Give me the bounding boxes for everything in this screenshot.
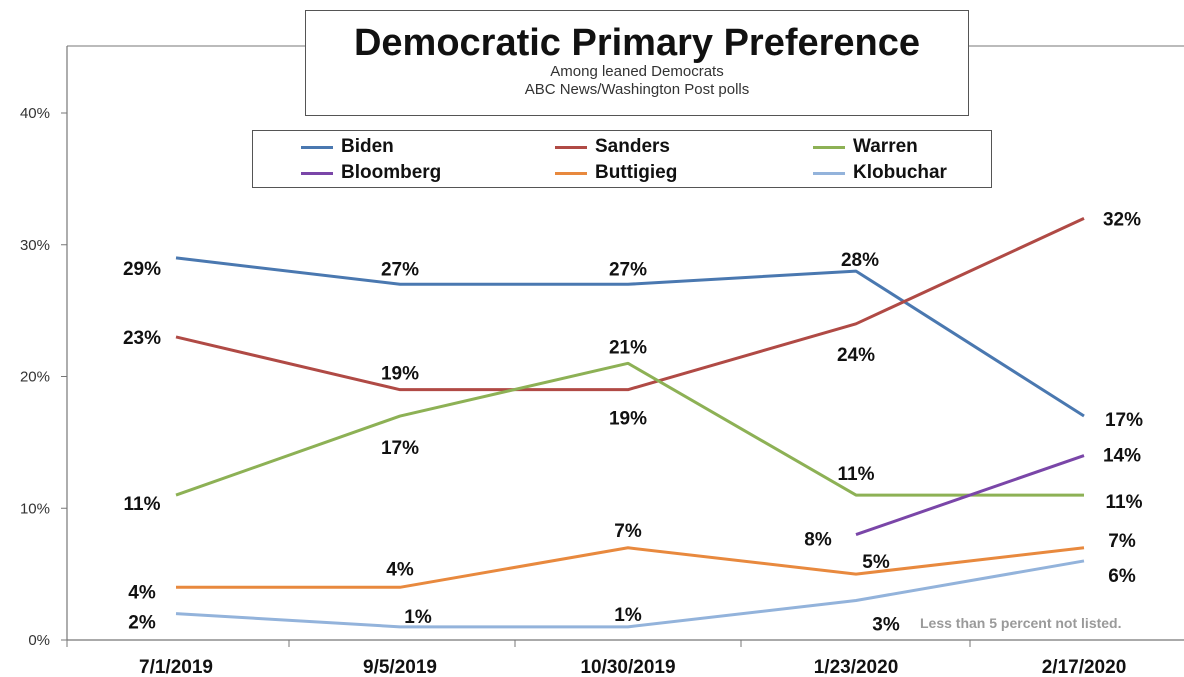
data-label-warren: 11% (124, 494, 161, 515)
x-tick-label: 10/30/2019 (580, 657, 675, 677)
y-tick-label: 40% (20, 105, 50, 122)
x-tick-label: 1/23/2020 (814, 657, 899, 677)
data-label-bloomberg: 14% (1103, 446, 1141, 467)
data-label-sanders: 24% (837, 345, 875, 366)
data-label-biden: 27% (381, 259, 419, 280)
legend-item-bloomberg: Bloomberg (301, 160, 441, 186)
data-label-klobuchar: 6% (1108, 566, 1136, 587)
data-label-buttigieg: 7% (614, 521, 642, 542)
y-tick-label: 0% (28, 632, 50, 649)
legend-swatch-buttigieg (555, 171, 587, 175)
legend-label-biden: Biden (341, 136, 394, 157)
chart-subtitle-line-2: ABC News/Washington Post polls (524, 81, 750, 98)
legend-item-buttigieg: Buttigieg (555, 160, 677, 186)
legend-item-klobuchar: Klobuchar (813, 160, 947, 186)
legend-label-klobuchar: Klobuchar (853, 162, 947, 183)
legend: Biden Sanders Warren Bloomberg Buttigieg… (252, 130, 992, 188)
data-label-klobuchar: 1% (614, 605, 642, 626)
data-label-biden: 29% (123, 259, 161, 280)
legend-swatch-warren (813, 145, 845, 149)
legend-item-sanders: Sanders (555, 134, 670, 160)
legend-label-sanders: Sanders (595, 136, 670, 157)
x-tick-label: 2/17/2020 (1042, 657, 1127, 677)
data-label-klobuchar: 2% (128, 613, 156, 634)
series-line-sanders (175, 217, 1085, 392)
legend-item-warren: Warren (813, 134, 918, 160)
data-label-buttigieg: 4% (386, 559, 414, 580)
x-tick-label: 9/5/2019 (363, 657, 437, 677)
data-label-sanders: 32% (1103, 209, 1141, 230)
legend-swatch-klobuchar (813, 171, 845, 175)
data-label-buttigieg: 4% (128, 582, 156, 603)
legend-swatch-biden (301, 145, 333, 149)
data-label-sanders: 19% (609, 409, 647, 430)
data-label-biden: 17% (1105, 410, 1143, 431)
legend-swatch-bloomberg (301, 171, 333, 175)
series-line-klobuchar (175, 559, 1085, 629)
y-tick-label: 10% (20, 500, 50, 517)
data-label-biden: 27% (609, 259, 647, 280)
legend-label-bloomberg: Bloomberg (341, 162, 442, 183)
series-line-buttigieg (176, 546, 1085, 589)
legend-label-buttigieg: Buttigieg (595, 162, 678, 183)
chart-subtitle-line-1: Among leaned Democrats (550, 63, 724, 80)
chart-title: Democratic Primary Preference (353, 22, 921, 64)
legend-swatch-sanders (555, 145, 587, 149)
y-tick-label: 30% (20, 237, 50, 254)
legend-item-biden: Biden (301, 134, 394, 160)
data-label-warren: 17% (381, 438, 419, 459)
footnote: Less than 5 percent not listed. (920, 615, 1122, 631)
data-label-biden: 28% (841, 250, 879, 271)
data-label-warren: 11% (1106, 492, 1143, 513)
y-tick-label: 20% (20, 369, 50, 386)
data-label-warren: 21% (609, 337, 647, 358)
data-label-bloomberg: 8% (804, 530, 832, 551)
data-label-klobuchar: 1% (404, 607, 432, 628)
data-label-sanders: 19% (381, 364, 419, 385)
data-label-sanders: 23% (123, 328, 161, 349)
series-line-bloomberg (855, 454, 1085, 537)
data-label-klobuchar: 3% (872, 614, 900, 635)
data-label-buttigieg: 7% (1108, 531, 1136, 552)
data-label-buttigieg: 5% (862, 552, 890, 573)
series-line-warren (175, 361, 1084, 497)
legend-label-warren: Warren (853, 136, 918, 157)
x-tick-label: 7/1/2019 (139, 657, 213, 677)
title-box: Democratic Primary Preference Among lean… (305, 10, 969, 116)
series-line-biden (175, 256, 1085, 418)
data-label-warren: 11% (838, 464, 875, 485)
